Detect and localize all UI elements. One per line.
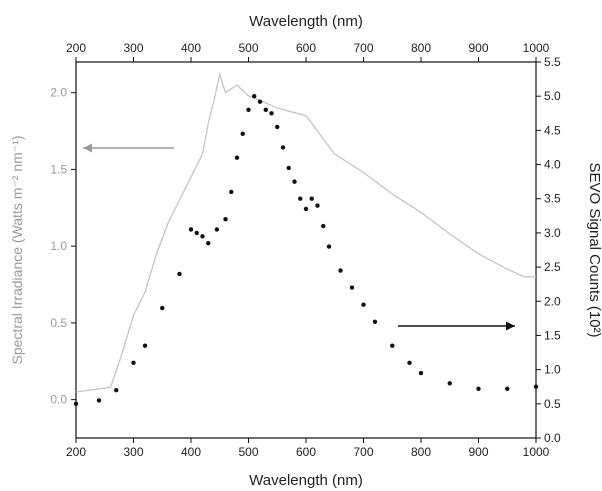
sevo-signal-point [321, 223, 326, 229]
sevo-signal-point [206, 240, 211, 246]
y-left-tick-label: 1.0 [50, 239, 67, 253]
irradiance-line [75, 71, 536, 393]
sevo-signal-point [275, 124, 280, 130]
sevo-signal-point [390, 343, 395, 348]
y-right-tick-label: 4.5 [544, 123, 561, 137]
sevo-signal-point [315, 203, 320, 208]
x-bottom-tick-label: 200 [66, 445, 86, 459]
sevo-signal-point [505, 386, 510, 391]
sevo-signal-point [269, 111, 274, 116]
sevo-signal-point [246, 107, 251, 113]
sevo-signal-point [257, 99, 263, 104]
x-bottom-tick-label: 800 [411, 445, 431, 459]
x-top-tick-label: 500 [238, 41, 258, 55]
x-bottom-tick-label: 500 [238, 445, 258, 459]
x-top-tick-label: 800 [411, 41, 431, 55]
sevo-signal-point [223, 217, 228, 222]
series-irradiance [75, 71, 536, 393]
x-bottom-tick-label: 700 [353, 445, 373, 459]
sevo-signal-point [303, 206, 309, 212]
top-axis-title: Wavelength (nm) [249, 13, 363, 30]
sevo-signal-point [418, 370, 424, 376]
y-right-tick-label: 0.0 [544, 431, 561, 445]
x-top-tick-label: 600 [296, 41, 316, 55]
sevo-signal-point [229, 189, 234, 195]
y-right-tick-label: 5.5 [544, 55, 561, 69]
x-bottom-tick-label: 1000 [523, 445, 550, 459]
sevo-signal-point [234, 155, 240, 160]
series-sevo-signal [73, 93, 539, 407]
right-axis-title: SEVO Signal Counts (10²) [586, 162, 602, 337]
sevo-signal-point [298, 196, 303, 201]
sevo-signal-point [240, 131, 245, 136]
x-bottom-tick-label: 400 [181, 445, 201, 459]
y-right-tick-label: 1.0 [544, 363, 561, 377]
y-right-tick-label: 4.0 [544, 158, 561, 172]
y-left-tick-label: 0.0 [50, 393, 67, 407]
sevo-signal-point [533, 384, 539, 389]
sevo-signal-point [263, 107, 268, 113]
x-top-tick-label: 1000 [523, 41, 550, 55]
y-right-tick-label: 2.5 [544, 260, 561, 274]
y-right-tick-label: 2.0 [544, 294, 561, 308]
y-right-tick-label: 1.5 [544, 328, 561, 342]
y-right-tick-label: 0.5 [544, 397, 561, 411]
sevo-signal-point [309, 196, 314, 201]
left-axis-title: Spectral Irradiance (Watts m⁻² nm⁻¹) [9, 136, 25, 365]
x-bottom-tick-label: 600 [296, 445, 316, 459]
plot-frame [75, 61, 537, 439]
sevo-signal-point [349, 285, 355, 290]
sevo-signal-point [142, 343, 148, 348]
sevo-signal-point [292, 179, 297, 184]
sevo-signal-point [177, 271, 182, 277]
bottom-axis-title: Wavelength (nm) [249, 472, 363, 489]
x-top-tick-label: 700 [353, 41, 373, 55]
sevo-signal-point [200, 234, 205, 239]
y-right-tick-label: 3.0 [544, 226, 561, 240]
x-top-tick-label: 400 [181, 41, 201, 55]
sevo-signal-point [114, 387, 119, 393]
x-top-tick-label: 300 [123, 41, 143, 55]
sevo-signal-point [361, 302, 366, 307]
y-right-tick-label: 3.5 [544, 192, 561, 206]
sevo-signal-point [252, 93, 257, 99]
sevo-signal-point [214, 227, 220, 232]
y-left-tick-label: 2.0 [50, 86, 67, 100]
sevo-signal-point [131, 360, 136, 365]
sevo-signal-point [280, 145, 286, 150]
sevo-signal-point [73, 401, 79, 407]
sevo-signal-point [194, 230, 199, 236]
x-bottom-tick-label: 900 [468, 445, 488, 459]
axis-ticks: 200 300 400 500 600 700 800 900 1000 200 300 400 500… [50, 41, 561, 459]
sevo-signal-point [160, 305, 165, 311]
sevo-signal-point [326, 244, 332, 249]
sevo-signal-point [407, 360, 412, 365]
sevo-signal-point [447, 381, 452, 386]
y-left-tick-label: 1.5 [50, 162, 67, 176]
sevo-signal-point [476, 386, 481, 391]
sevo-signal-point [286, 165, 291, 171]
sevo-signal-point [96, 398, 102, 403]
x-top-tick-label: 900 [468, 41, 488, 55]
y-right-tick-label: 5.0 [544, 89, 561, 103]
sevo-signal-point [372, 319, 378, 324]
sevo-signal-point [188, 227, 194, 232]
x-top-tick-label: 200 [66, 41, 86, 55]
x-bottom-tick-label: 300 [123, 445, 143, 459]
y-left-tick-label: 0.5 [50, 316, 67, 330]
sevo-signal-point [338, 268, 343, 273]
